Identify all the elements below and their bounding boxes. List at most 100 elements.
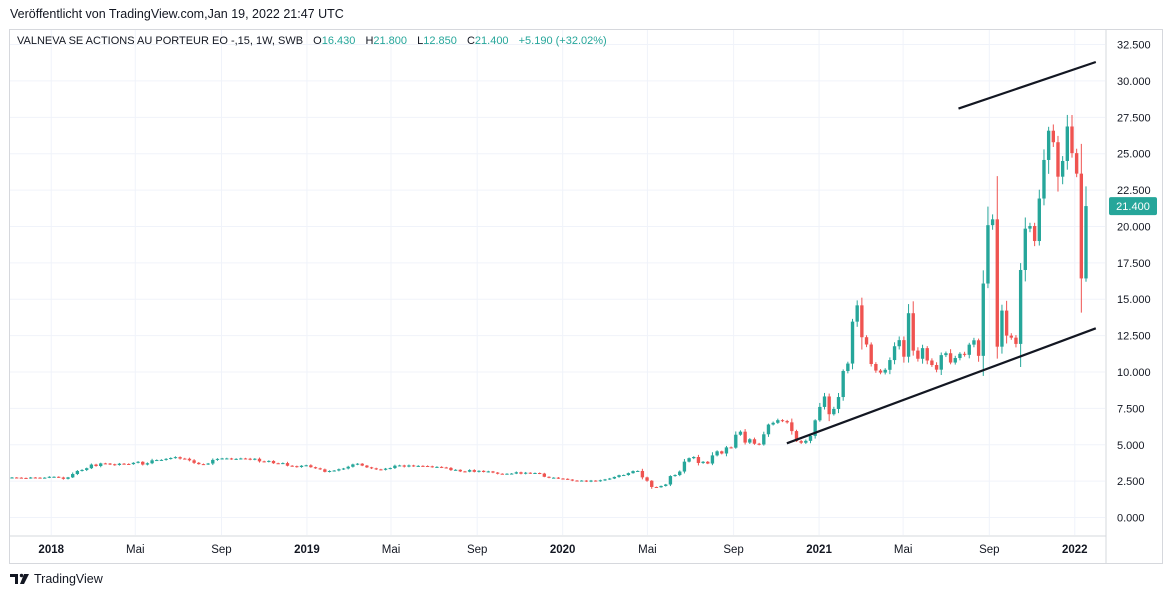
candles [10,114,1088,489]
candle-body [537,473,542,475]
candle-body [467,470,472,472]
candle [486,470,490,473]
candle-body [953,358,957,363]
candle-body [360,463,364,466]
candle [318,467,322,470]
candle [790,418,794,435]
candle-body [701,461,705,463]
candle-body [636,470,640,472]
candle-body [514,472,518,474]
candle-body [612,476,617,479]
candle-body [509,473,514,475]
candle [379,468,383,471]
candle-body [519,472,523,474]
candle-body [159,459,164,461]
candle [827,393,831,422]
candle-body [780,420,785,422]
candle-body [827,396,831,415]
candle [976,338,981,362]
candle [981,270,985,376]
candle-body [930,360,934,366]
chart-legend: VALNEVA SE ACTIONS AU PORTEUR EO -,15, 1… [17,35,607,47]
candle-body [10,477,14,479]
candle-body [1023,228,1027,270]
candle [762,431,766,446]
candle [225,457,229,460]
candle [785,419,789,424]
candle-body [472,470,476,472]
candle [584,480,589,483]
time-tick-label: Sep [467,544,487,556]
candle-body [411,465,416,467]
candle [640,468,645,480]
candle [430,465,434,468]
candle-body [1009,335,1013,338]
candle-body [47,476,52,478]
candle [341,467,346,470]
candle-body [127,463,131,465]
candle-body [379,469,383,471]
candle [313,466,318,469]
candle [117,462,122,466]
candle [659,485,663,488]
chart-frame[interactable] [9,29,1163,564]
price-tick-label: 2.500 [1117,476,1145,488]
candle-body [113,464,117,466]
candle [939,352,943,376]
candle [519,471,523,475]
candle [972,337,976,348]
candle [757,442,761,446]
candle [136,461,140,464]
legend-high-label: H [365,35,374,47]
candle-body [425,466,430,468]
candle-body [435,466,439,468]
candle [24,477,28,479]
candle-body [892,346,897,361]
candle [617,474,621,478]
candle [229,457,234,460]
candle [374,467,378,470]
candle [869,342,873,367]
candle [388,467,392,470]
candle [836,392,841,414]
candle [874,362,878,373]
candle [1051,124,1055,147]
candle-body [902,340,906,357]
candle [986,206,990,289]
candle [402,464,406,468]
candle [799,439,803,445]
candle-body [659,485,663,488]
candle-body [183,458,187,460]
candle-body [122,463,126,465]
price-tick-label: 25.000 [1117,149,1151,161]
candle-body [766,424,771,435]
candle-body [626,473,631,476]
candle-body [337,469,341,471]
candle-body [869,344,873,364]
candle [687,457,691,463]
candle-body [729,447,733,449]
candle-body [332,470,336,472]
candle-body [523,472,528,474]
candle [1028,222,1032,233]
candle [696,454,701,466]
candle [953,355,957,365]
candle [1032,222,1037,247]
time-axis: 2018 Mai Sep 2019 Mai Sep 2020 Mai Sep 2021 Mai Sep… [38,544,1087,556]
candle-body [43,477,47,479]
candle [570,479,575,482]
candle-body [757,443,761,445]
candle-body [253,458,257,460]
candle-body [897,340,901,347]
candle [239,457,243,460]
candle-body [944,353,948,356]
legend-symbol: VALNEVA SE ACTIONS AU PORTEUR EO -,15, 1… [17,35,304,47]
candle-body [225,458,229,460]
candle [561,478,565,480]
candle-body [710,455,715,464]
candle [715,450,719,457]
candle-body [14,477,19,479]
candle-body [981,283,985,356]
time-tick-label: Mai [382,544,401,556]
